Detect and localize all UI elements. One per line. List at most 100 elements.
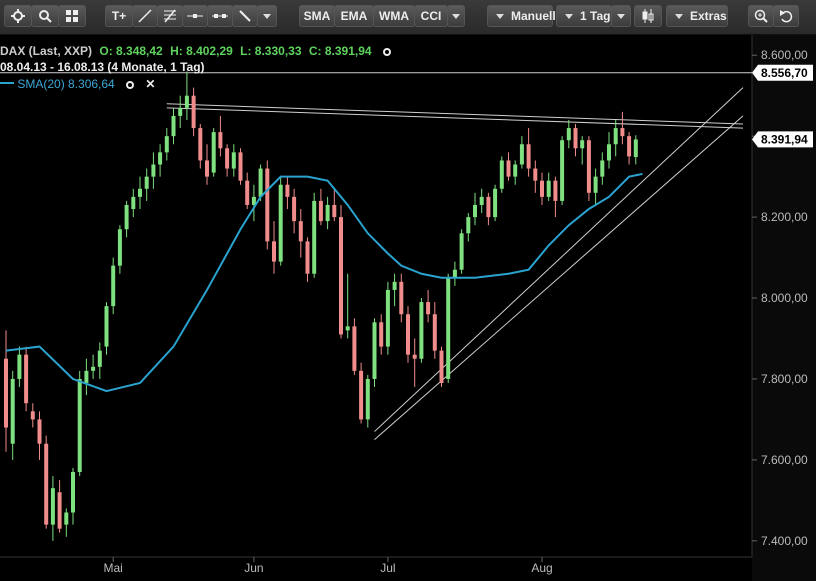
candle-body [104, 306, 109, 347]
visibility-toggle-icon[interactable] [382, 48, 391, 56]
gear-icon [11, 9, 25, 23]
close-icon[interactable]: ✕ [145, 77, 156, 91]
sma-label: SMA(20) 8.306,64 [17, 77, 115, 91]
candle-body [298, 221, 303, 242]
undo-button[interactable] [773, 5, 799, 27]
date-range: 08.04.13 - 16.08.13 (4 Monate, 1 Tag) [0, 60, 205, 74]
grid-icon [66, 10, 78, 22]
wma-button[interactable]: WMA [373, 5, 415, 27]
candle-body [278, 184, 283, 262]
layout-button[interactable] [58, 5, 86, 27]
candle-body [285, 184, 290, 197]
candle-body [17, 354, 22, 379]
line-tool-button[interactable] [132, 5, 158, 27]
candle-body [91, 366, 96, 371]
segment-icon [212, 14, 228, 18]
candle-body [560, 140, 565, 201]
candle-body [24, 354, 29, 404]
candle-body [84, 370, 89, 383]
settings-button[interactable] [4, 5, 32, 27]
candle-body [533, 168, 538, 181]
candle-body [499, 160, 504, 189]
upper-trendline [374, 87, 744, 432]
candle-body [151, 164, 156, 177]
zoom-button[interactable] [748, 5, 774, 27]
candle-body [205, 160, 209, 177]
candle-body [546, 180, 551, 197]
candle-body [131, 196, 136, 209]
candle-body [466, 217, 471, 234]
sma-visibility-icon[interactable] [126, 81, 135, 89]
last-price-tag: 8.391,94 [761, 132, 808, 146]
level-price-tag: 8.556,70 [761, 66, 808, 80]
candle-body [124, 204, 129, 230]
zoom-in-icon [754, 9, 768, 23]
candle-body [198, 128, 203, 161]
indicators-dropdown[interactable] [447, 5, 465, 27]
candle-body [211, 132, 216, 173]
ohlc-readout: DAX (Last, XXP) O: 8.348,42 H: 8.402,29 … [0, 44, 391, 58]
candle-body [184, 95, 189, 108]
candle-body [191, 95, 196, 129]
horizontal-line-tool-button[interactable] [182, 5, 208, 27]
period-dropdown[interactable] [611, 5, 631, 27]
candle-body [325, 204, 330, 222]
chevron-down-icon [675, 13, 683, 19]
candle-body [10, 378, 15, 444]
candle-body [573, 128, 578, 149]
extras-menu[interactable]: Extras [666, 5, 728, 27]
candle-body [158, 152, 163, 165]
sma-button[interactable]: SMA [299, 5, 335, 27]
price-chart[interactable]: 7.400,00 7.600,00 7.800,00 8.000,00 8.200,00… [0, 35, 816, 581]
candle-body [64, 512, 69, 525]
chart-type-button[interactable] [634, 5, 662, 27]
candle-body [258, 168, 263, 197]
candle-body [566, 128, 571, 141]
candle-body [600, 160, 605, 177]
candle-body [111, 265, 116, 307]
y-tick-label: 8.600,00 [761, 48, 808, 62]
toolbar: T+ SMA EMA WMA CCI Manuell 1 Tag Extras [0, 0, 816, 35]
candle-body [439, 350, 444, 383]
candle-body [352, 326, 357, 371]
fibonacci-tool-button[interactable] [157, 5, 183, 27]
candle-body [339, 217, 343, 335]
candle-body [633, 139, 638, 158]
pencil-tool-button[interactable] [232, 5, 258, 27]
candle-body [97, 350, 102, 367]
candle-body [479, 196, 484, 205]
candle-body [412, 354, 417, 359]
text-tool-button[interactable]: T+ [105, 5, 133, 27]
candle-body [77, 378, 82, 473]
candle-body [138, 188, 142, 197]
chevron-down-icon [617, 13, 625, 19]
ema-button[interactable]: EMA [334, 5, 374, 27]
period-select[interactable]: 1 Tag [556, 5, 612, 27]
candle-body [225, 148, 230, 169]
undo-icon [780, 10, 793, 23]
y-tick-label: 7.800,00 [761, 372, 808, 386]
cci-button[interactable]: CCI [414, 5, 448, 27]
x-tick-label: Mai [104, 561, 123, 575]
candle-body [4, 358, 8, 428]
drawing-tools-dropdown[interactable] [257, 5, 277, 27]
y-tick-label: 7.600,00 [761, 453, 808, 467]
candle-body [117, 229, 122, 266]
sma-legend: SMA(20) 8.306,64 ✕ [0, 77, 155, 91]
candle-body [272, 241, 276, 262]
candle-body [57, 492, 62, 529]
candle-icon [642, 9, 654, 23]
mode-select[interactable]: Manuell [487, 5, 556, 27]
candle-body [432, 314, 437, 351]
candle-body [553, 180, 558, 201]
level-price-tag-bg [752, 64, 813, 81]
segment-tool-button[interactable] [207, 5, 233, 27]
candle-body [540, 180, 544, 197]
candle-body [318, 200, 323, 222]
x-tick-label: Jun [244, 561, 263, 575]
search-button[interactable] [31, 5, 59, 27]
candle-body [620, 128, 625, 137]
close-value: C: 8.391,94 [308, 44, 372, 58]
candle-body [332, 204, 337, 218]
x-tick-label: Jul [380, 561, 395, 575]
